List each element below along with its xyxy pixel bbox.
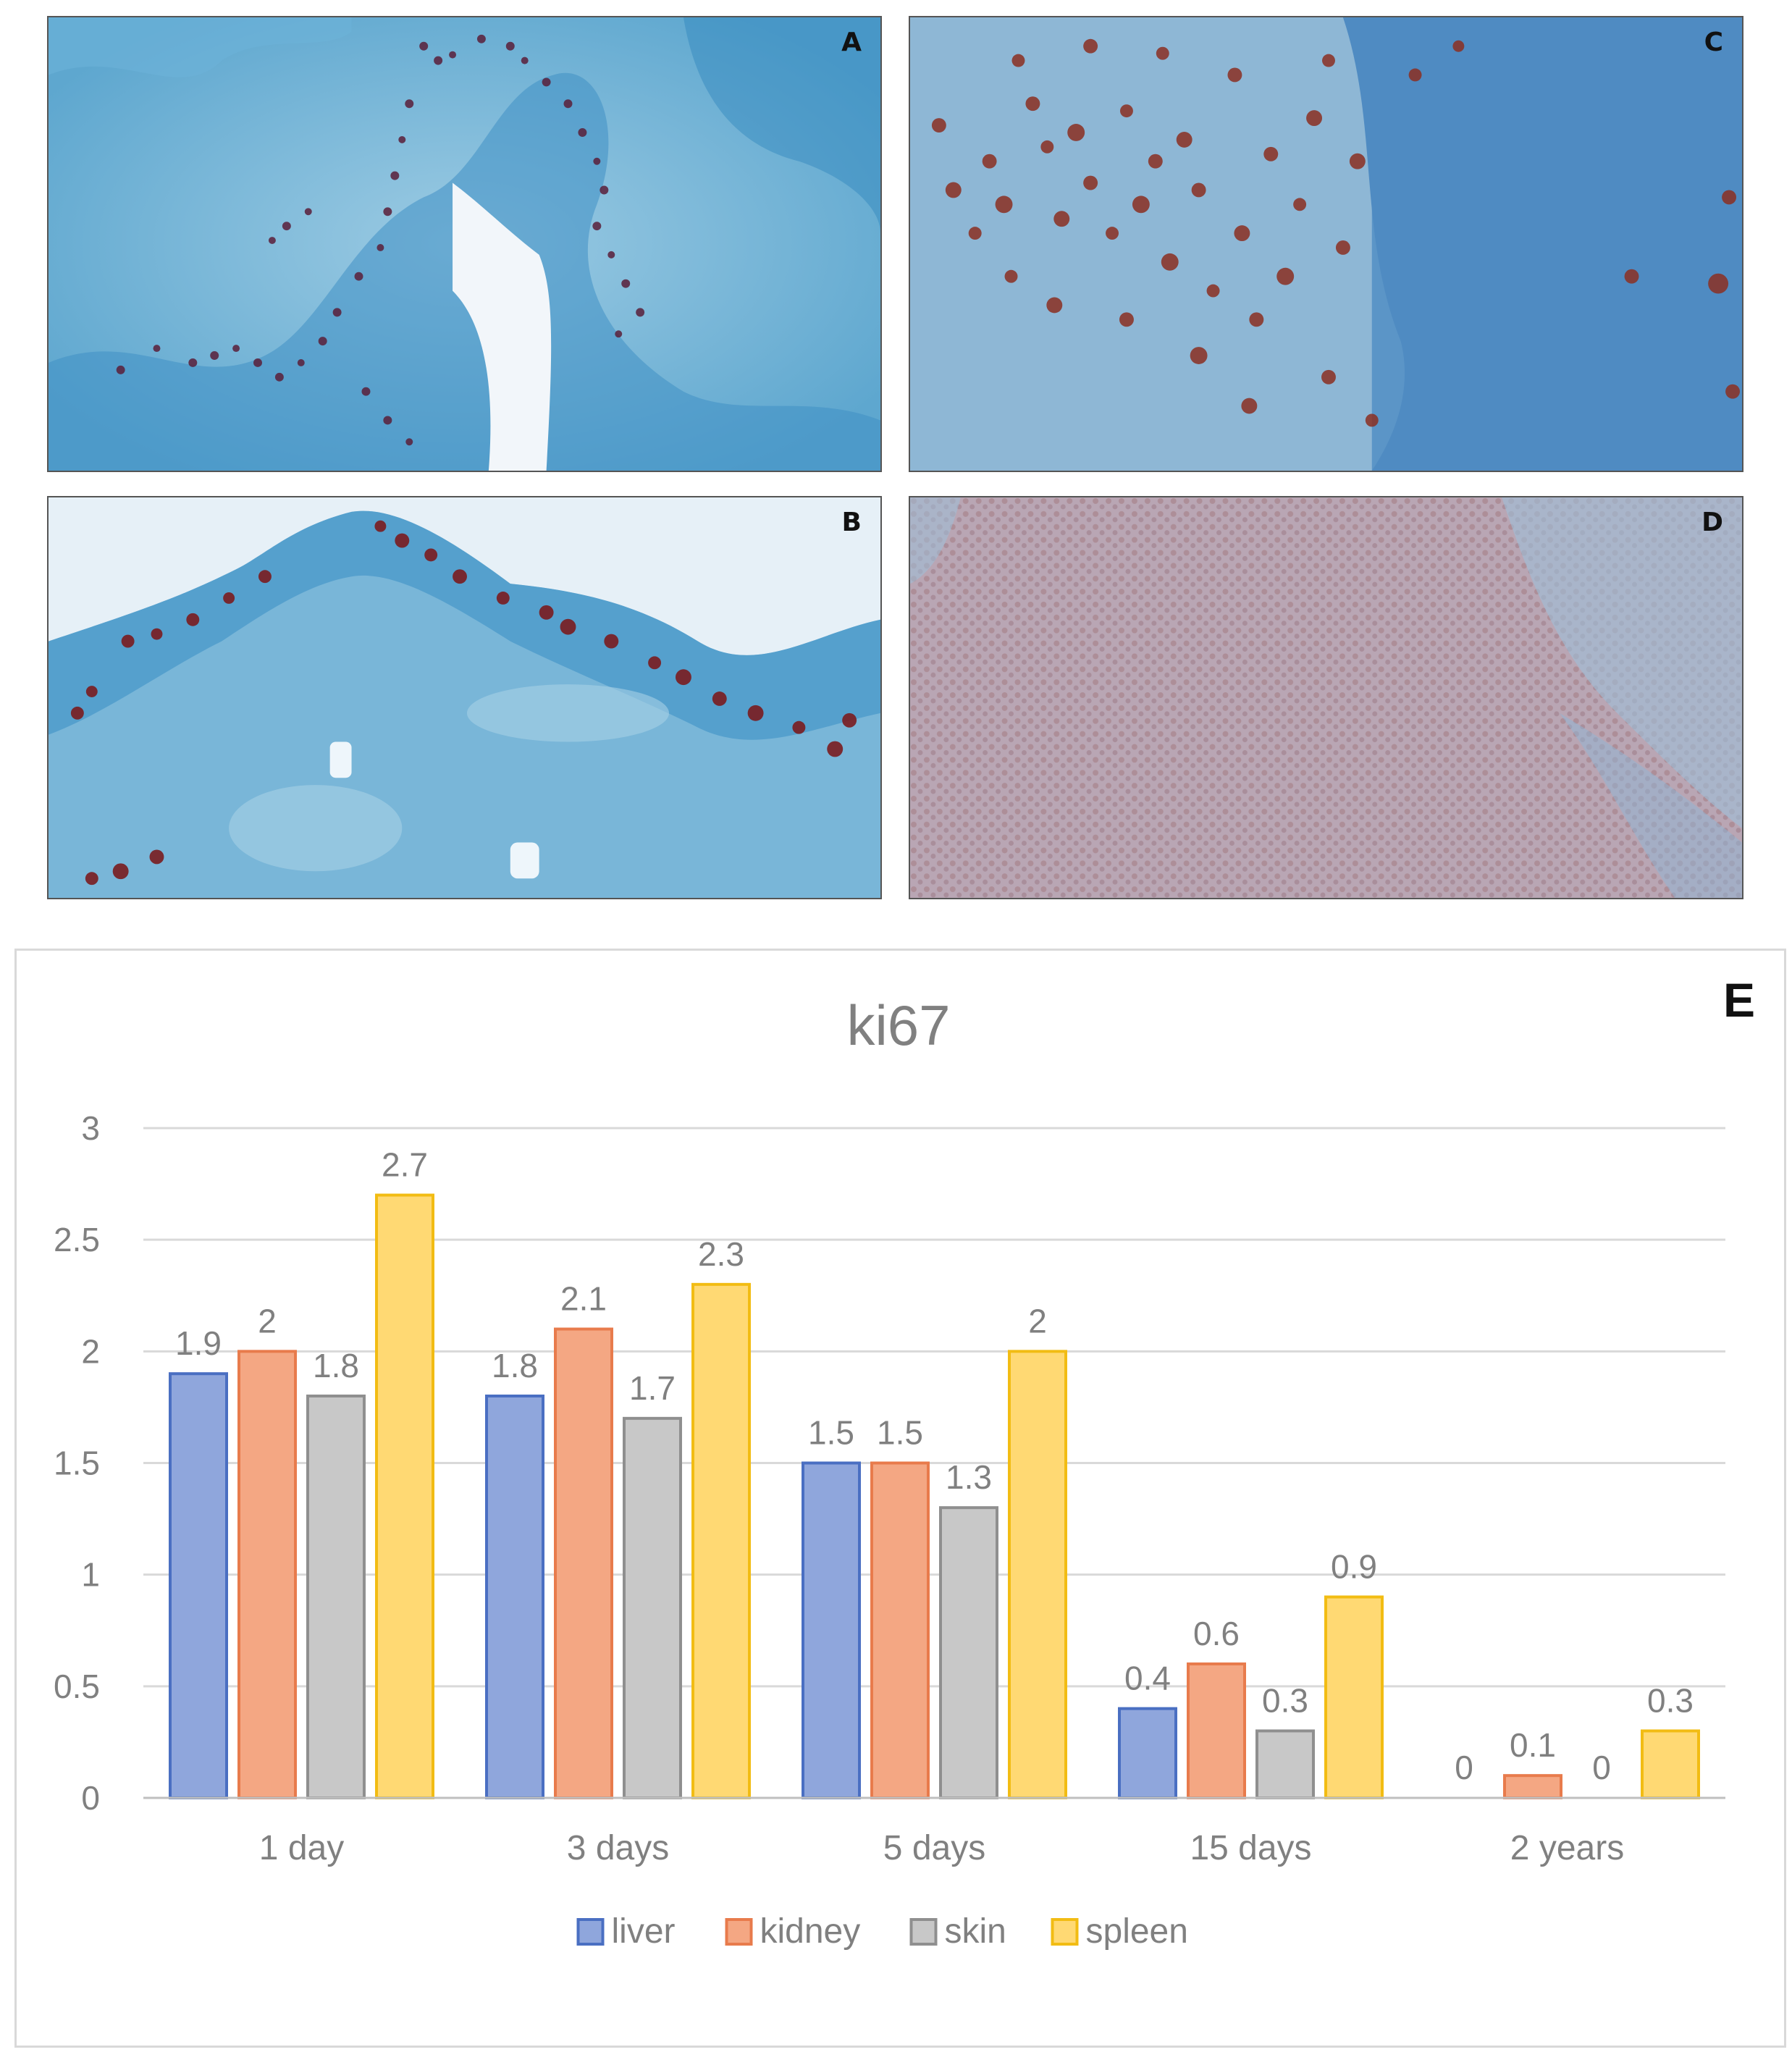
data-label-skin: 0 bbox=[1592, 1749, 1611, 1786]
legend: liver kidney skin spleen bbox=[576, 1912, 1188, 1951]
data-label-liver: 1.9 bbox=[175, 1324, 222, 1362]
data-label-liver: 1.5 bbox=[808, 1414, 854, 1452]
skin-tissue-image-a bbox=[49, 17, 880, 471]
data-label-kidney: 0.6 bbox=[1193, 1615, 1240, 1652]
bar-liver bbox=[1118, 1707, 1177, 1799]
bar-skin bbox=[1255, 1729, 1315, 1799]
legend-label-spleen: spleen bbox=[1086, 1912, 1188, 1951]
bar-kidney bbox=[554, 1327, 613, 1799]
data-label-kidney: 2.1 bbox=[560, 1280, 607, 1318]
x-category-label: 1 day bbox=[259, 1829, 344, 1867]
bar-liver bbox=[485, 1395, 544, 1799]
panel-label-c: C bbox=[1704, 28, 1723, 57]
skin-tissue-image-b bbox=[49, 497, 880, 898]
bar-spleen bbox=[1324, 1595, 1384, 1799]
data-label-kidney: 0.1 bbox=[1510, 1726, 1556, 1764]
micrograph-panel-a: A bbox=[47, 16, 882, 472]
data-label-spleen: 0.9 bbox=[1331, 1548, 1377, 1586]
data-label-skin: 1.7 bbox=[629, 1369, 676, 1407]
legend-label-kidney: kidney bbox=[760, 1912, 861, 1951]
data-label-liver: 1.8 bbox=[492, 1347, 538, 1384]
bars bbox=[169, 1193, 1700, 1800]
data-label-kidney: 1.5 bbox=[877, 1414, 923, 1452]
data-label-skin: 0.3 bbox=[1262, 1682, 1308, 1720]
data-label-spleen: 2.3 bbox=[698, 1235, 744, 1273]
bar-spleen bbox=[691, 1282, 751, 1800]
bar-skin bbox=[623, 1416, 682, 1799]
legend-label-liver: liver bbox=[612, 1912, 676, 1951]
data-labels: 1.9 2 1.8 2.7 1.8 2.1 1.7 2.3 1.5 1.5 1.3 2 0.4 0.6 0.… bbox=[175, 1146, 1694, 1787]
panel-label-a: A bbox=[841, 28, 862, 57]
y-tick-label: 0 bbox=[81, 1779, 100, 1817]
y-tick-label: 1.5 bbox=[54, 1445, 100, 1482]
legend-label-skin: skin bbox=[945, 1912, 1006, 1951]
data-label-liver: 0.4 bbox=[1124, 1660, 1171, 1697]
bar-skin bbox=[939, 1506, 998, 1800]
data-label-liver: 0 bbox=[1455, 1749, 1473, 1786]
data-label-spleen: 2.7 bbox=[382, 1146, 428, 1184]
data-label-skin: 1.3 bbox=[946, 1458, 992, 1496]
spleen-tissue-image-c bbox=[910, 17, 1742, 471]
y-tick-label: 0.5 bbox=[54, 1668, 100, 1705]
x-category-label: 3 days bbox=[567, 1829, 669, 1867]
spleen-tissue-image-d bbox=[910, 497, 1742, 898]
panel-label-b: B bbox=[841, 508, 862, 537]
bar-liver bbox=[802, 1461, 861, 1799]
panel-label-e: E bbox=[1722, 973, 1755, 1027]
bar-kidney bbox=[237, 1350, 297, 1799]
data-label-spleen: 0.3 bbox=[1647, 1682, 1694, 1720]
ki67-chart-panel: 1.9 2 1.8 2.7 1.8 2.1 1.7 2.3 1.5 1.5 1.3 2 0.4 0.6 0.… bbox=[14, 949, 1786, 2048]
axes: 0 0.5 1 1.5 2 2.5 3 1 day 3 days 5 days 15 days 2 y… bbox=[54, 1109, 1725, 1867]
y-tick-label: 1 bbox=[81, 1556, 100, 1594]
y-tick-label: 2 bbox=[81, 1332, 100, 1370]
bar-skin bbox=[306, 1395, 366, 1799]
legend-swatch-kidney bbox=[725, 1918, 753, 1946]
panel-label-d: D bbox=[1701, 508, 1723, 537]
bar-liver bbox=[169, 1372, 228, 1799]
legend-swatch-skin bbox=[909, 1918, 938, 1946]
micrograph-panel-c: C bbox=[909, 16, 1743, 472]
bar-kidney bbox=[1503, 1774, 1562, 1799]
bar-kidney bbox=[870, 1461, 930, 1799]
bar-spleen bbox=[1008, 1350, 1067, 1799]
legend-swatch-liver bbox=[576, 1918, 605, 1946]
x-category-label: 5 days bbox=[883, 1829, 985, 1867]
bar-spleen bbox=[1641, 1729, 1700, 1799]
bar-kidney bbox=[1187, 1662, 1246, 1799]
chart-title: ki67 bbox=[846, 993, 950, 1057]
y-tick-label: 3 bbox=[81, 1109, 100, 1147]
ki67-bar-chart: 1.9 2 1.8 2.7 1.8 2.1 1.7 2.3 1.5 1.5 1.3 2 0.4 0.6 0.… bbox=[54, 993, 1725, 1951]
y-tick-label: 2.5 bbox=[54, 1221, 100, 1258]
data-label-spleen: 2 bbox=[1028, 1302, 1047, 1340]
x-category-label: 15 days bbox=[1190, 1829, 1311, 1867]
micrograph-panel-b: B bbox=[47, 496, 882, 899]
x-category-label: 2 years bbox=[1510, 1829, 1624, 1867]
micrograph-panel-d: D bbox=[909, 496, 1743, 899]
data-label-skin: 1.8 bbox=[313, 1347, 359, 1384]
bar-spleen bbox=[375, 1193, 434, 1799]
legend-swatch-spleen bbox=[1051, 1918, 1079, 1946]
data-label-kidney: 2 bbox=[258, 1302, 277, 1340]
